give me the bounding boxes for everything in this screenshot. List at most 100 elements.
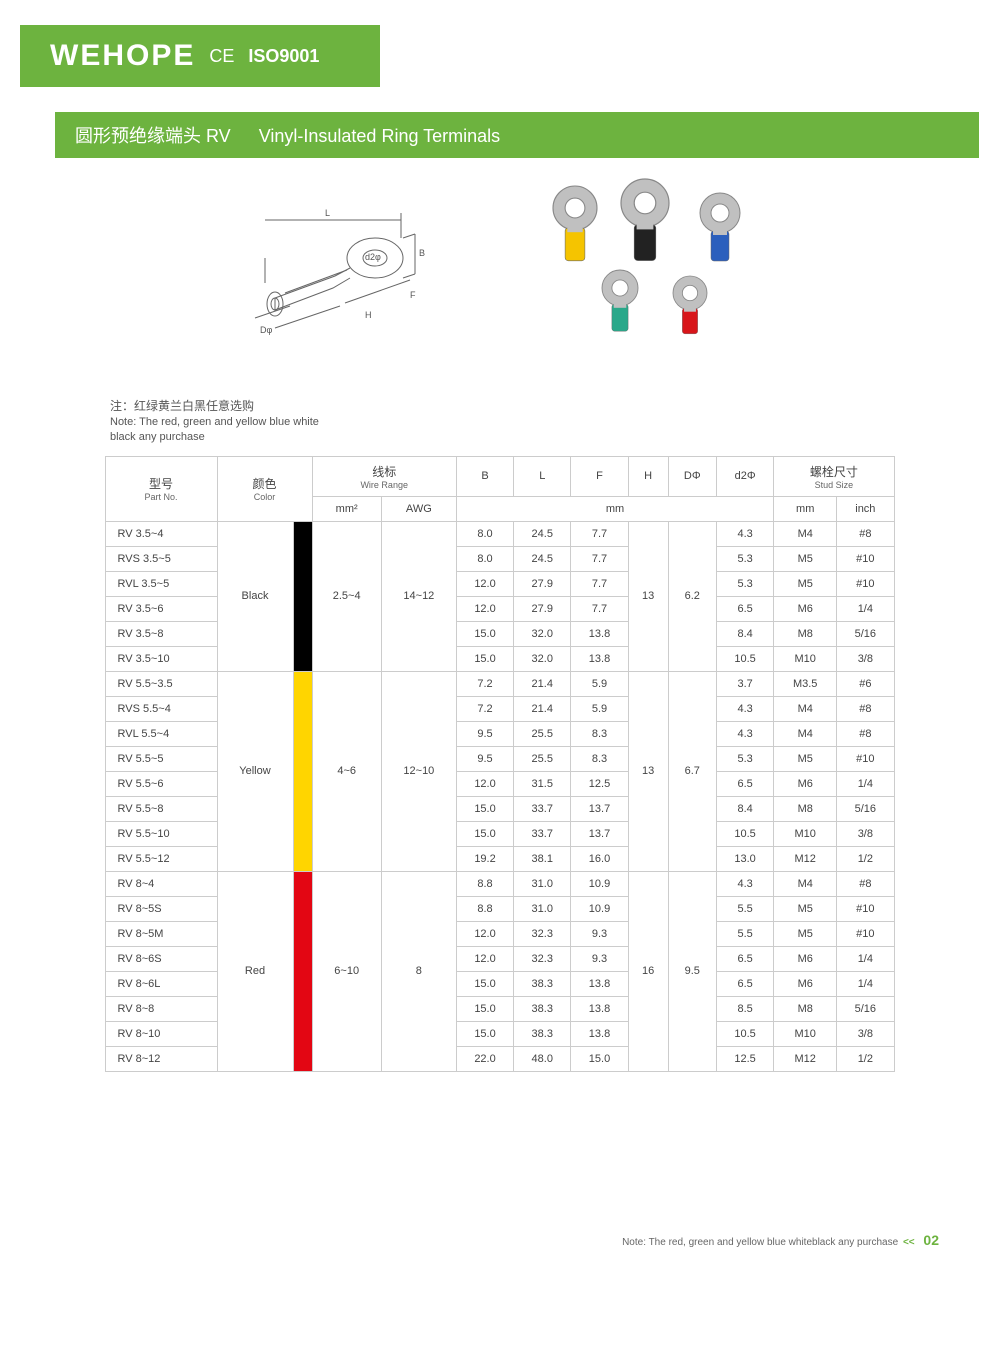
table-row: RV 3.5~4Black2.5~414~128.024.57.7136.24.… [105,521,894,546]
cell-B: 8.8 [456,896,513,921]
cell-d2: 4.3 [716,721,773,746]
hdr-stud-cn: 螺栓尺寸 [778,463,889,480]
cell-partno: RV 8~12 [105,1046,217,1071]
cell-stud-mm: M5 [774,546,837,571]
cell-stud-inch: 3/8 [837,1021,894,1046]
cell-F: 13.8 [571,621,628,646]
cell-stud-inch: 3/8 [837,821,894,846]
cell-stud-inch: 1/4 [837,771,894,796]
cell-stud-mm: M6 [774,946,837,971]
title-cn: 圆形预绝缘端头 RV [75,126,231,146]
dim-H: H [365,310,372,320]
cell-F: 8.3 [571,746,628,771]
cell-d2: 5.3 [716,546,773,571]
cell-color-label: Red [217,871,293,1071]
cell-stud-mm: M4 [774,721,837,746]
cell-B: 15.0 [456,971,513,996]
cell-F: 7.7 [571,521,628,546]
table-body: RV 3.5~4Black2.5~414~128.024.57.7136.24.… [105,521,894,1071]
cell-B: 12.0 [456,571,513,596]
cell-B: 8.0 [456,521,513,546]
ce-mark: CE [209,46,234,67]
cell-F: 13.8 [571,971,628,996]
cell-H: 16 [628,871,668,1071]
cell-L: 31.0 [514,896,571,921]
cell-B: 15.0 [456,821,513,846]
cell-stud-mm: M5 [774,921,837,946]
cell-partno: RV 8~5S [105,896,217,921]
cell-mm2: 6~10 [312,871,381,1071]
cell-partno: RV 3.5~4 [105,521,217,546]
note-en-1: Note: The red, green and yellow blue whi… [110,415,999,430]
cell-stud-mm: M8 [774,621,837,646]
cell-L: 32.0 [514,621,571,646]
cell-B: 15.0 [456,1021,513,1046]
cell-stud-mm: M4 [774,871,837,896]
cell-d2: 5.3 [716,746,773,771]
cell-stud-inch: 1/2 [837,846,894,871]
cell-d2: 4.3 [716,696,773,721]
cell-mm2: 4~6 [312,671,381,871]
cell-B: 8.8 [456,871,513,896]
cell-B: 7.2 [456,671,513,696]
cell-B: 15.0 [456,996,513,1021]
hdr-partno-en: Part No. [110,492,213,502]
page-number: 02 [923,1232,939,1248]
cell-d2: 6.5 [716,971,773,996]
cell-stud-mm: M4 [774,521,837,546]
cell-stud-mm: M12 [774,1046,837,1071]
cell-d2: 8.4 [716,796,773,821]
title-en: Vinyl-Insulated Ring Terminals [259,126,500,146]
cell-F: 13.8 [571,1021,628,1046]
note-cn: 注：红绿黄兰白黑任意选购 [110,398,999,415]
cell-partno: RV 3.5~10 [105,646,217,671]
table-row: RV 5.5~3.5Yellow4~612~107.221.45.9136.73… [105,671,894,696]
cell-stud-mm: M8 [774,796,837,821]
cell-B: 15.0 [456,621,513,646]
cell-stud-mm: M12 [774,846,837,871]
cell-F: 15.0 [571,1046,628,1071]
cell-L: 48.0 [514,1046,571,1071]
dim-B: B [419,248,425,258]
table-head: 型号 Part No. 颜色 Color 线标 Wire Range B L F… [105,456,894,521]
cell-F: 16.0 [571,846,628,871]
cell-d2: 3.7 [716,671,773,696]
cell-F: 9.3 [571,946,628,971]
cell-d2: 8.5 [716,996,773,1021]
cell-L: 21.4 [514,696,571,721]
hdr-stud-mm: mm [774,496,837,521]
cell-d2: 5.5 [716,921,773,946]
iso-mark: ISO9001 [248,46,319,67]
cell-L: 24.5 [514,546,571,571]
figures-row: B L d2φ F H Dφ [60,178,939,383]
cell-L: 38.1 [514,846,571,871]
cell-stud-inch: 3/8 [837,646,894,671]
color-swatch [293,521,312,671]
terminal-icon [673,276,707,334]
cell-stud-inch: 1/4 [837,596,894,621]
cell-stud-inch: #6 [837,671,894,696]
cell-F: 5.9 [571,671,628,696]
cell-d2: 4.3 [716,871,773,896]
cell-awg: 8 [381,871,456,1071]
page-footer: Note: The red, green and yellow blue whi… [0,1232,939,1248]
cell-stud-inch: 5/16 [837,621,894,646]
cell-L: 31.5 [514,771,571,796]
cell-L: 38.3 [514,996,571,1021]
cell-stud-inch: 5/16 [837,996,894,1021]
cell-stud-mm: M8 [774,996,837,1021]
cell-B: 9.5 [456,721,513,746]
cell-F: 10.9 [571,896,628,921]
cell-stud-inch: #8 [837,521,894,546]
cell-mm2: 2.5~4 [312,521,381,671]
cell-D: 6.2 [668,521,716,671]
hdr-partno-cn: 型号 [110,475,213,492]
hdr-mm: mm [456,496,773,521]
product-photo [535,178,785,383]
cell-stud-mm: M10 [774,821,837,846]
cell-L: 27.9 [514,571,571,596]
section-title: 圆形预绝缘端头 RV Vinyl-Insulated Ring Terminal… [55,112,979,158]
cell-stud-mm: M3.5 [774,671,837,696]
cell-stud-inch: #8 [837,721,894,746]
cell-d2: 6.5 [716,771,773,796]
